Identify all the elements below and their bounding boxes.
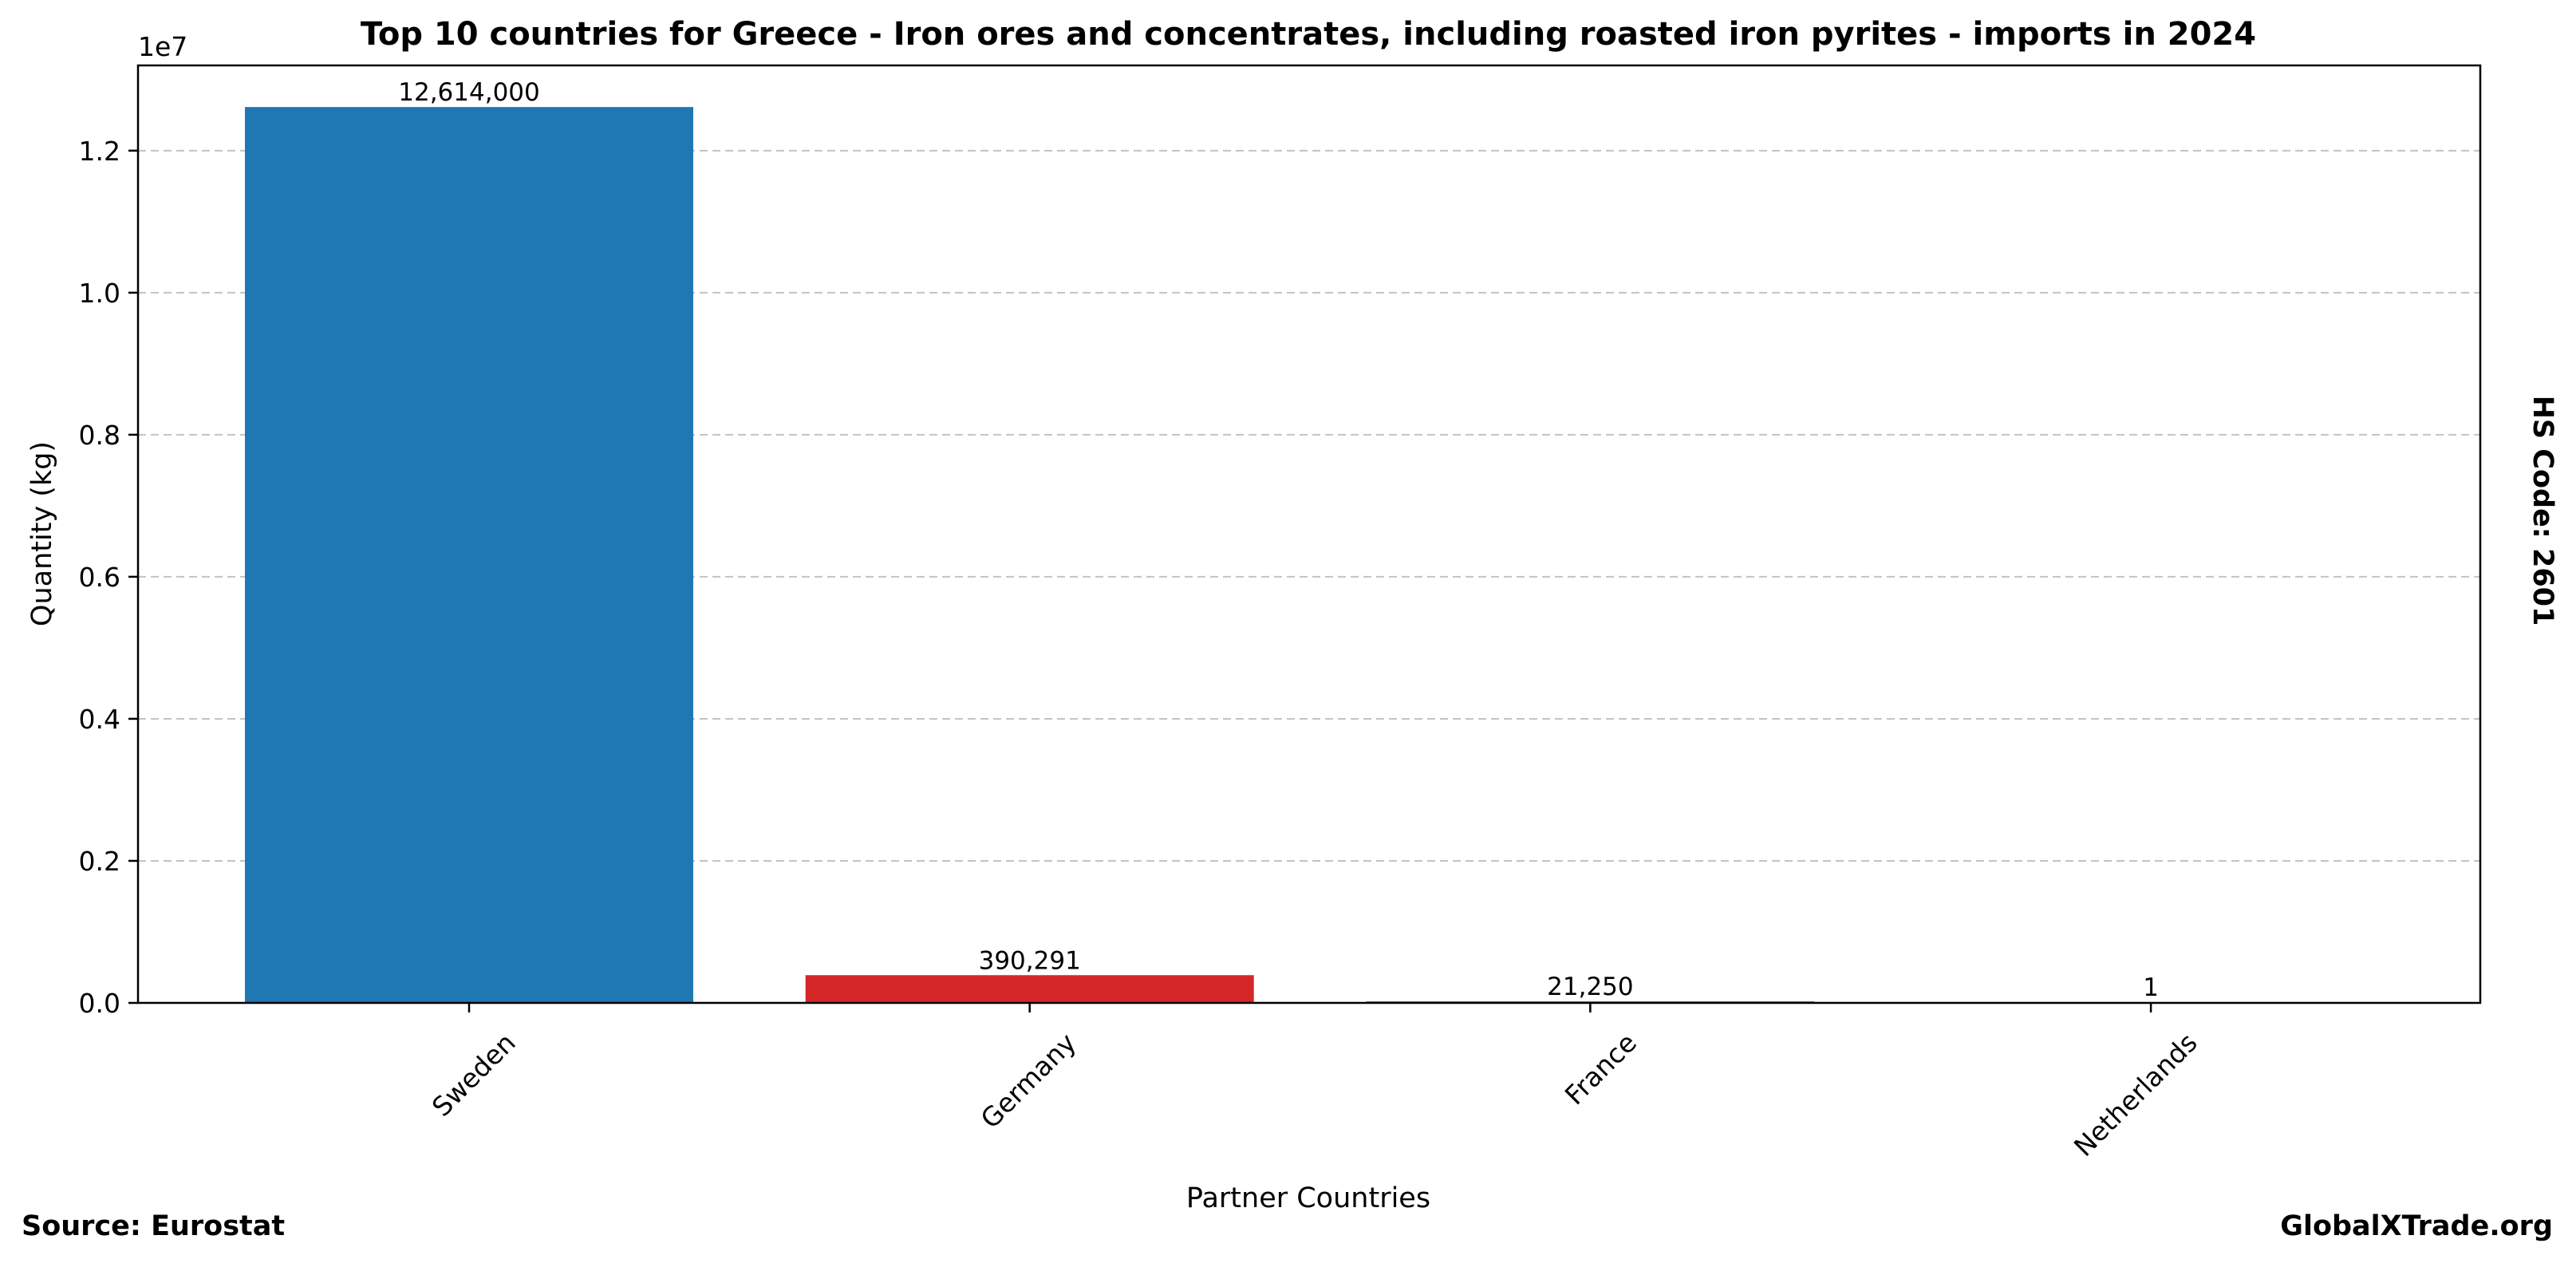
y-tick-label: 0.0 bbox=[79, 988, 120, 1019]
chart-title: Top 10 countries for Greece - Iron ores … bbox=[361, 16, 2256, 53]
bar-sweden bbox=[245, 107, 693, 1004]
y-tick-label: 0.4 bbox=[79, 704, 120, 735]
x-tick-label: France bbox=[1559, 1027, 1643, 1111]
source-label: Source: Eurostat bbox=[22, 1210, 285, 1242]
y-axis-ticks: 0.0 0.2 0.4 0.6 0.8 1.0 1.2 bbox=[79, 136, 138, 1019]
y-tick-label: 0.6 bbox=[79, 562, 120, 593]
bar-value-labels: 12,614,000 390,291 21,250 1 bbox=[398, 78, 2159, 1002]
brand-label: GlobalXTrade.org bbox=[2280, 1210, 2553, 1242]
bars bbox=[245, 107, 2376, 1004]
bar-value-label: 390,291 bbox=[979, 946, 1081, 975]
plot-frame bbox=[136, 64, 2482, 1004]
y-axis-offset-label: 1e7 bbox=[138, 31, 187, 62]
x-axis-label: Partner Countries bbox=[1186, 1182, 1430, 1214]
bar-germany bbox=[805, 975, 1254, 1003]
x-tick-label: Sweden bbox=[426, 1027, 522, 1123]
x-tick-label: Germany bbox=[975, 1027, 1083, 1135]
bar-value-label: 12,614,000 bbox=[398, 78, 540, 107]
bar-value-label: 1 bbox=[2143, 973, 2159, 1002]
y-axis-label: Quantity (kg) bbox=[26, 441, 58, 626]
hs-code-label: HS Code: 2601 bbox=[2527, 396, 2558, 626]
y-tick-label: 0.8 bbox=[79, 420, 120, 451]
x-axis-ticks: Sweden Germany France Netherlands bbox=[426, 1003, 2203, 1162]
bar-value-label: 21,250 bbox=[1547, 973, 1633, 1001]
x-tick-label: Netherlands bbox=[2068, 1027, 2203, 1162]
y-tick-label: 1.0 bbox=[79, 278, 120, 309]
y-tick-label: 1.2 bbox=[79, 136, 120, 167]
y-tick-label: 0.2 bbox=[79, 846, 120, 877]
